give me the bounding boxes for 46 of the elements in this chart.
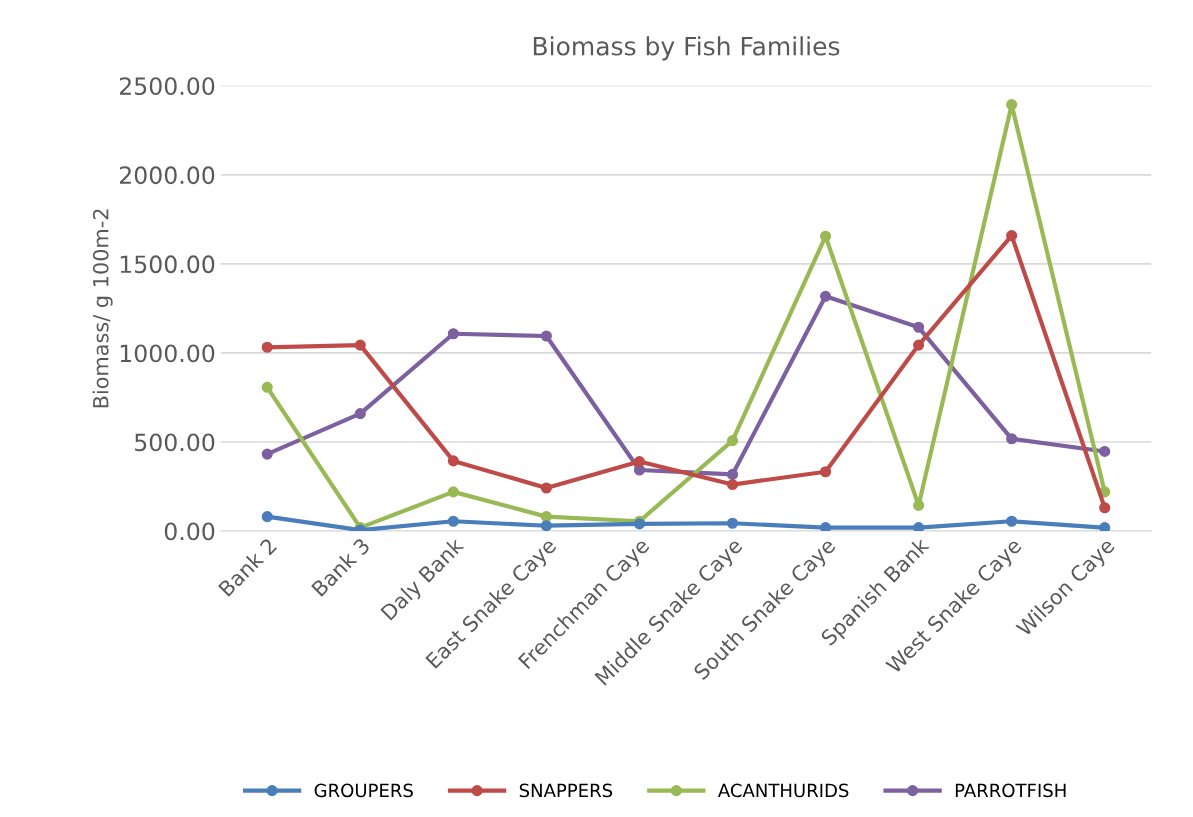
- y-tick-label: 2500.00: [119, 77, 215, 96]
- y-tick-label: 2000.00: [119, 166, 215, 185]
- point: [540, 511, 552, 523]
- y-tick-label: 1000.00: [120, 344, 215, 363]
- point: [1099, 445, 1111, 457]
- y-axis-title: Biomass/ g 100m-2: [92, 209, 113, 408]
- point: [447, 328, 459, 340]
- point: [261, 341, 273, 353]
- point: [726, 517, 739, 529]
- point: [819, 230, 832, 242]
- point: [1006, 230, 1018, 242]
- point: [913, 522, 925, 532]
- point: [261, 448, 273, 460]
- point: [447, 455, 459, 467]
- point: [1006, 433, 1018, 445]
- y-tick-label: 0.00: [164, 522, 215, 541]
- point: [1099, 522, 1111, 532]
- point: [726, 435, 739, 447]
- point: [819, 522, 832, 532]
- point: [261, 511, 273, 523]
- point: [913, 321, 925, 333]
- legend-label: GROUPERS: [314, 783, 413, 798]
- point: [1006, 515, 1018, 527]
- point: [447, 486, 459, 498]
- point: [354, 408, 366, 420]
- point: [633, 456, 646, 468]
- point: [913, 499, 925, 511]
- point: [726, 468, 739, 480]
- legend-label: ACANTHURIDS: [717, 783, 849, 798]
- legend-label: SNAPPERS: [519, 783, 613, 798]
- point: [913, 339, 925, 351]
- point: [1099, 502, 1111, 514]
- point: [819, 466, 832, 478]
- point: [540, 482, 552, 494]
- point: [261, 381, 273, 393]
- point: [447, 515, 459, 527]
- point: [726, 479, 739, 491]
- point: [1006, 99, 1018, 111]
- point: [819, 290, 832, 302]
- legend-label: PARROTFISH: [955, 783, 1066, 798]
- chart-title: Biomass by Fish Families: [533, 36, 840, 61]
- point: [540, 520, 552, 532]
- point: [540, 330, 552, 342]
- y-tick-label: 1500.00: [120, 255, 215, 274]
- point: [354, 339, 366, 351]
- y-tick-label: 500.00: [135, 433, 215, 452]
